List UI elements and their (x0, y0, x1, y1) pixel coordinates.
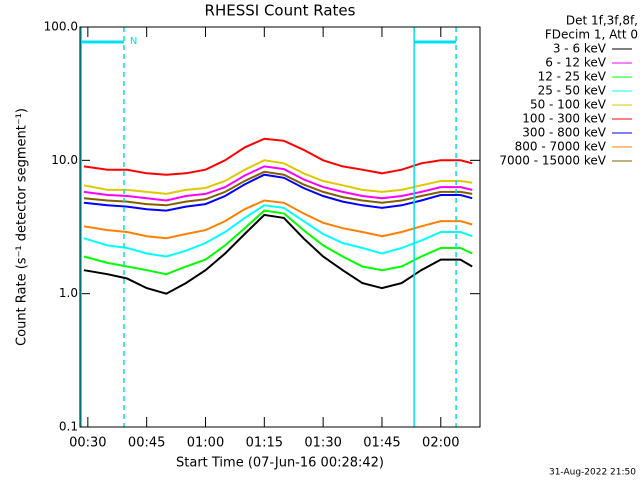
chart-title: RHESSI Count Rates (205, 2, 356, 20)
y-tick-label: 100.0 (44, 20, 78, 34)
x-tick-label: 01:30 (304, 436, 341, 451)
legend-label: 50 - 100 keV (530, 98, 607, 112)
interval-label: N (130, 36, 137, 47)
legend-header: Det 1f,3f,8f, (566, 14, 638, 28)
y-tick-label: 1.0 (59, 286, 78, 300)
x-tick-label: 01:45 (363, 436, 400, 451)
x-axis-label: Start Time (07-Jun-16 00:28:42) (176, 456, 384, 471)
x-tick-label: 00:30 (69, 436, 106, 451)
legend-label: 7000 - 15000 keV (499, 154, 606, 168)
legend-label: 6 - 12 keV (545, 56, 607, 70)
footer: 31-Aug-2022 21:50 (549, 468, 636, 478)
legend-header: FDecim 1, Att 0 (545, 28, 638, 42)
x-tick-label: 01:00 (187, 436, 224, 451)
legend-label: 800 - 7000 keV (515, 140, 607, 154)
y-axis-label: Count Rate (s⁻¹ detector segment⁻¹) (15, 108, 30, 346)
legend-label: 25 - 50 keV (538, 84, 607, 98)
legend-label: 12 - 25 keV (538, 70, 607, 84)
y-tick-label: 10.0 (51, 153, 78, 167)
legend-label: 300 - 800 keV (522, 126, 606, 140)
plot-frame (79, 26, 481, 428)
x-tick-label: 01:15 (246, 436, 283, 451)
x-tick-label: 00:45 (128, 436, 165, 451)
legend-label: 100 - 300 keV (522, 112, 606, 126)
y-tick-label: 0.1 (59, 420, 78, 434)
x-tick-label: 02:00 (422, 436, 459, 451)
legend-label: 3 - 6 keV (553, 42, 607, 56)
